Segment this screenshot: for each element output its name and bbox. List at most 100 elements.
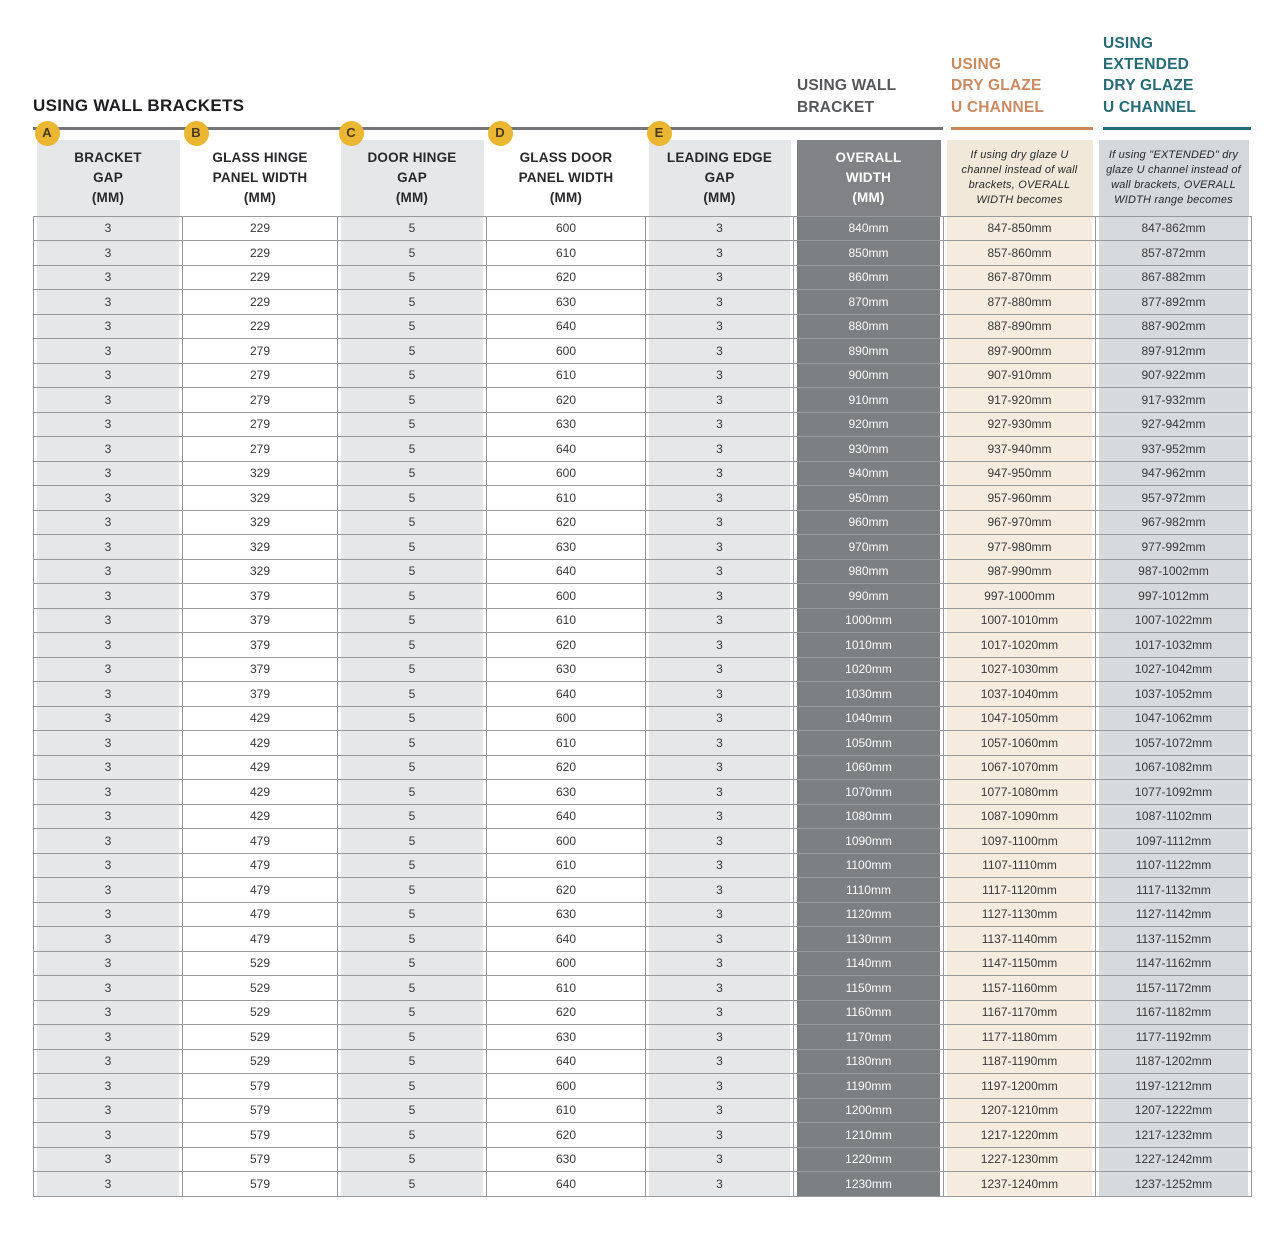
dry-glaze-width-cell: 1127-1130mm [943,901,1096,927]
extended-dry-glaze-width-cell: 1207-1222mm [1095,1097,1252,1123]
glass-hinge-panel-width-cell: 479 [182,901,338,927]
glass-door-panel-width-cell: 620 [486,754,646,780]
overall-width-cell: 880mm [793,313,944,339]
extended-dry-glaze-width-cell: 957-972mm [1095,485,1252,511]
glass-hinge-panel-width-cell: 279 [182,436,338,462]
dry-glaze-width-cell: 857-860mm [943,240,1096,266]
dry-glaze-width-cell: 847-850mm [943,215,1096,241]
overall-width-cell: 1170mm [793,1024,944,1050]
glass-door-panel-width-cell: 620 [486,877,646,903]
dry-glaze-width-cell: 1037-1040mm [943,681,1096,707]
glass-door-panel-width-cell: 600 [486,215,646,241]
spec-table-header: A BRACKET GAP (MM) B GLASS HINGE PANEL W… [33,121,1252,217]
extended-dry-glaze-width-cell: 1157-1172mm [1095,975,1252,1001]
table-row: 3 529 5 640 3 1180mm 1187-1190mm 1187-1202mm [33,1048,1252,1074]
table-row: 3 579 5 610 3 1200mm 1207-1210mm 1207-1222mm [33,1097,1252,1123]
leading-edge-gap-cell: 3 [645,852,794,878]
dry-glaze-width-cell: 1087-1090mm [943,803,1096,829]
glass-hinge-panel-width-cell: 579 [182,1097,338,1123]
leading-edge-gap-cell: 3 [645,803,794,829]
overall-width-cell: 910mm [793,387,944,413]
glass-hinge-panel-width-cell: 579 [182,1146,338,1172]
overall-width-cell: 1060mm [793,754,944,780]
bracket-gap-cell: 3 [33,534,183,560]
leading-edge-gap-cell: 3 [645,1048,794,1074]
overall-width-cell: 1150mm [793,975,944,1001]
overall-width-cell: 1070mm [793,779,944,805]
glass-door-panel-width-cell: 600 [486,460,646,486]
leading-edge-gap-cell: 3 [645,411,794,437]
leading-edge-gap-cell: 3 [645,1146,794,1172]
dry-glaze-width-cell: 1077-1080mm [943,779,1096,805]
glass-door-panel-width-cell: 630 [486,779,646,805]
door-hinge-gap-cell: 5 [337,558,487,584]
col-header-bracket-gap: A BRACKET GAP (MM) [33,121,183,217]
door-hinge-gap-cell: 5 [337,681,487,707]
leading-edge-gap-cell: 3 [645,1097,794,1123]
dry-glaze-width-cell: 987-990mm [943,558,1096,584]
dry-glaze-width-cell: 1237-1240mm [943,1171,1096,1197]
bracket-gap-cell: 3 [33,950,183,976]
glass-hinge-panel-width-cell: 279 [182,362,338,388]
bracket-gap-cell: 3 [33,583,183,609]
glass-hinge-panel-width-cell: 379 [182,583,338,609]
leading-edge-gap-cell: 3 [645,999,794,1025]
table-row: 3 279 5 630 3 920mm 927-930mm 927-942mm [33,411,1252,437]
glass-door-panel-width-cell: 600 [486,583,646,609]
glass-door-panel-width-cell: 610 [486,240,646,266]
table-row: 3 379 5 640 3 1030mm 1037-1040mm 1037-1052mm [33,681,1252,707]
glass-hinge-panel-width-cell: 379 [182,681,338,707]
glass-hinge-panel-width-cell: 329 [182,558,338,584]
table-row: 3 279 5 610 3 900mm 907-910mm 907-922mm [33,362,1252,388]
dry-glaze-width-cell: 1117-1120mm [943,877,1096,903]
door-hinge-gap-cell: 5 [337,436,487,462]
door-hinge-gap-cell: 5 [337,730,487,756]
dry-glaze-width-cell: 1097-1100mm [943,828,1096,854]
glass-hinge-panel-width-cell: 329 [182,534,338,560]
col-header-extended-dry-glaze-width: If using "EXTENDED" dry glaze U channel … [1095,140,1252,217]
overall-width-cell: 1160mm [793,999,944,1025]
bracket-gap-cell: 3 [33,1171,183,1197]
spec-table: A BRACKET GAP (MM) B GLASS HINGE PANEL W… [33,121,1252,1197]
leading-edge-gap-cell: 3 [645,681,794,707]
glass-door-panel-width-cell: 640 [486,436,646,462]
overall-width-cell: 950mm [793,485,944,511]
overall-width-cell: 960mm [793,509,944,535]
extended-dry-glaze-width-cell: 1167-1182mm [1095,999,1252,1025]
overall-width-cell: 1030mm [793,681,944,707]
door-hinge-gap-cell: 5 [337,975,487,1001]
col-header-label: OVERALL WIDTH (MM) [835,150,902,205]
door-hinge-gap-cell: 5 [337,607,487,633]
door-hinge-gap-cell: 5 [337,1048,487,1074]
col-header-label: If using dry glaze U channel instead of … [961,149,1078,206]
door-hinge-gap-cell: 5 [337,779,487,805]
dry-glaze-width-cell: 1167-1170mm [943,999,1096,1025]
column-badge-d: D [487,121,513,146]
bracket-gap-cell: 3 [33,460,183,486]
dry-glaze-width-cell: 1047-1050mm [943,705,1096,731]
dry-glaze-width-cell: 1027-1030mm [943,656,1096,682]
header-row: A BRACKET GAP (MM) B GLASS HINGE PANEL W… [33,121,1252,217]
glass-door-panel-width-cell: 640 [486,1171,646,1197]
extended-dry-glaze-width-cell: 977-992mm [1095,534,1252,560]
door-hinge-gap-cell: 5 [337,852,487,878]
leading-edge-gap-cell: 3 [645,926,794,952]
dry-glaze-width-cell: 1137-1140mm [943,926,1096,952]
extended-dry-glaze-width-cell: 1077-1092mm [1095,779,1252,805]
leading-edge-gap-cell: 3 [645,362,794,388]
door-hinge-gap-cell: 5 [337,411,487,437]
extended-dry-glaze-width-cell: 987-1002mm [1095,558,1252,584]
glass-hinge-panel-width-cell: 479 [182,828,338,854]
leading-edge-gap-cell: 3 [645,313,794,339]
glass-hinge-panel-width-cell: 379 [182,656,338,682]
bracket-gap-cell: 3 [33,1048,183,1074]
door-hinge-gap-cell: 5 [337,289,487,315]
dry-glaze-width-cell: 1187-1190mm [943,1048,1096,1074]
glass-door-panel-width-cell: 640 [486,313,646,339]
glass-hinge-panel-width-cell: 229 [182,313,338,339]
col-header-glass-hinge-panel-width: B GLASS HINGE PANEL WIDTH (MM) [182,121,338,217]
overall-width-cell: 980mm [793,558,944,584]
leading-edge-gap-cell: 3 [645,509,794,535]
overall-width-cell: 970mm [793,534,944,560]
col-header-label: If using "EXTENDED" dry glaze U channel … [1106,149,1241,206]
